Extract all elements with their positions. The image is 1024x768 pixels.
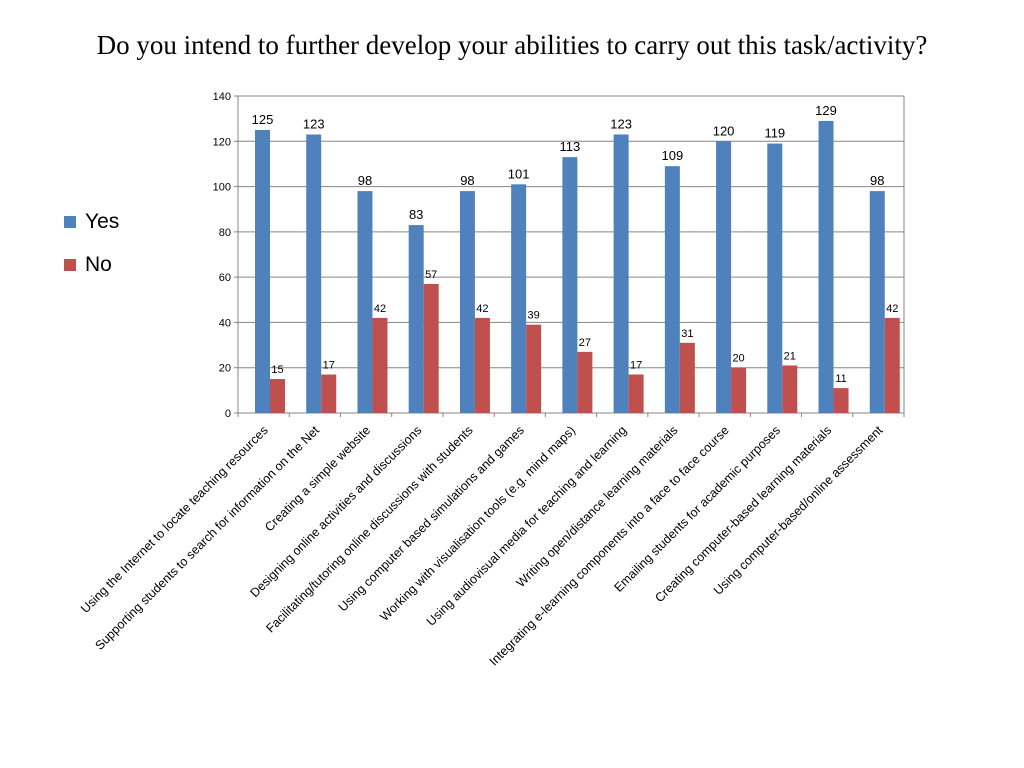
- y-tick-label: 0: [225, 408, 231, 420]
- bar-yes: [255, 129, 270, 413]
- data-label-no: 42: [886, 303, 898, 315]
- y-tick-label: 120: [213, 136, 231, 148]
- bar-yes: [459, 191, 475, 413]
- data-label-no: 17: [630, 360, 642, 372]
- data-label-yes: 123: [610, 116, 632, 131]
- bar-yes: [869, 191, 885, 413]
- data-label-yes: 98: [870, 173, 884, 188]
- x-category-label: Creating a simple website: [262, 423, 373, 534]
- bar-yes: [511, 184, 527, 413]
- x-category-label: Using computer based simulations and gam…: [336, 423, 527, 614]
- y-tick-label: 20: [219, 363, 231, 375]
- data-label-yes: 129: [815, 103, 837, 118]
- data-label-no: 17: [323, 360, 335, 372]
- bar-yes: [357, 191, 373, 413]
- y-tick-label: 100: [213, 182, 231, 194]
- legend-label-yes: Yes: [85, 209, 120, 233]
- bar-yes: [716, 141, 732, 414]
- bar-no: [474, 317, 490, 413]
- bar-yes: [767, 143, 783, 414]
- bar-yes: [562, 157, 578, 413]
- bar-yes: [613, 134, 629, 413]
- data-label-no: 15: [271, 364, 283, 376]
- bar-yes: [408, 225, 424, 413]
- data-label-yes: 101: [508, 166, 530, 181]
- data-label-yes: 125: [252, 112, 274, 127]
- legend-swatch-no: [64, 258, 76, 271]
- data-label-no: 20: [732, 353, 744, 365]
- bar-no: [577, 351, 593, 413]
- data-label-yes: 98: [460, 173, 474, 188]
- bar-no: [628, 374, 644, 413]
- data-label-no: 42: [476, 303, 488, 315]
- legend-label-no: No: [85, 252, 112, 276]
- data-label-no: 31: [681, 328, 693, 340]
- data-label-no: 11: [835, 373, 846, 385]
- bar-yes: [306, 134, 322, 413]
- chart-title: Do you intend to further develop your ab…: [96, 30, 928, 60]
- data-label-yes: 123: [303, 116, 325, 131]
- y-tick-label: 140: [213, 91, 231, 103]
- bar-no: [833, 388, 849, 413]
- bar-no: [731, 367, 747, 413]
- x-category-label: Creating computer-based learning materia…: [652, 423, 834, 605]
- data-label-yes: 98: [358, 173, 372, 188]
- bar-no: [270, 379, 285, 413]
- data-label-no: 21: [784, 350, 796, 362]
- y-tick-label: 40: [219, 317, 231, 329]
- data-label-no: 39: [528, 310, 540, 322]
- x-category-label: Working with visualisation tools (e.g. m…: [377, 423, 578, 624]
- data-label-yes: 83: [409, 207, 423, 222]
- data-label-yes: 120: [713, 123, 735, 138]
- y-tick-label: 60: [219, 272, 231, 284]
- bar-yes: [818, 120, 834, 414]
- x-category-label: Using the Internet to locate teaching re…: [78, 423, 271, 616]
- bar-yes: [664, 166, 680, 413]
- bar-no: [884, 317, 900, 413]
- legend-swatch-yes: [64, 215, 76, 228]
- bar-no: [372, 317, 388, 413]
- bar-no: [526, 324, 542, 413]
- legend: Yes No: [64, 200, 119, 286]
- bar-no: [679, 342, 695, 413]
- bar-no: [782, 365, 798, 413]
- bar-no: [321, 374, 337, 413]
- data-label-yes: 119: [764, 126, 785, 141]
- data-label-no: 27: [579, 337, 591, 349]
- y-tick-label: 80: [219, 227, 231, 239]
- data-label-no: 42: [374, 303, 386, 315]
- legend-item-no: No: [64, 243, 119, 286]
- data-label-no: 57: [425, 269, 437, 281]
- bar-no: [423, 283, 439, 413]
- data-label-yes: 113: [560, 139, 581, 154]
- x-category-label: Integrating e-learning components into a…: [487, 423, 732, 668]
- legend-item-yes: Yes: [64, 200, 119, 243]
- data-label-yes: 109: [661, 148, 683, 163]
